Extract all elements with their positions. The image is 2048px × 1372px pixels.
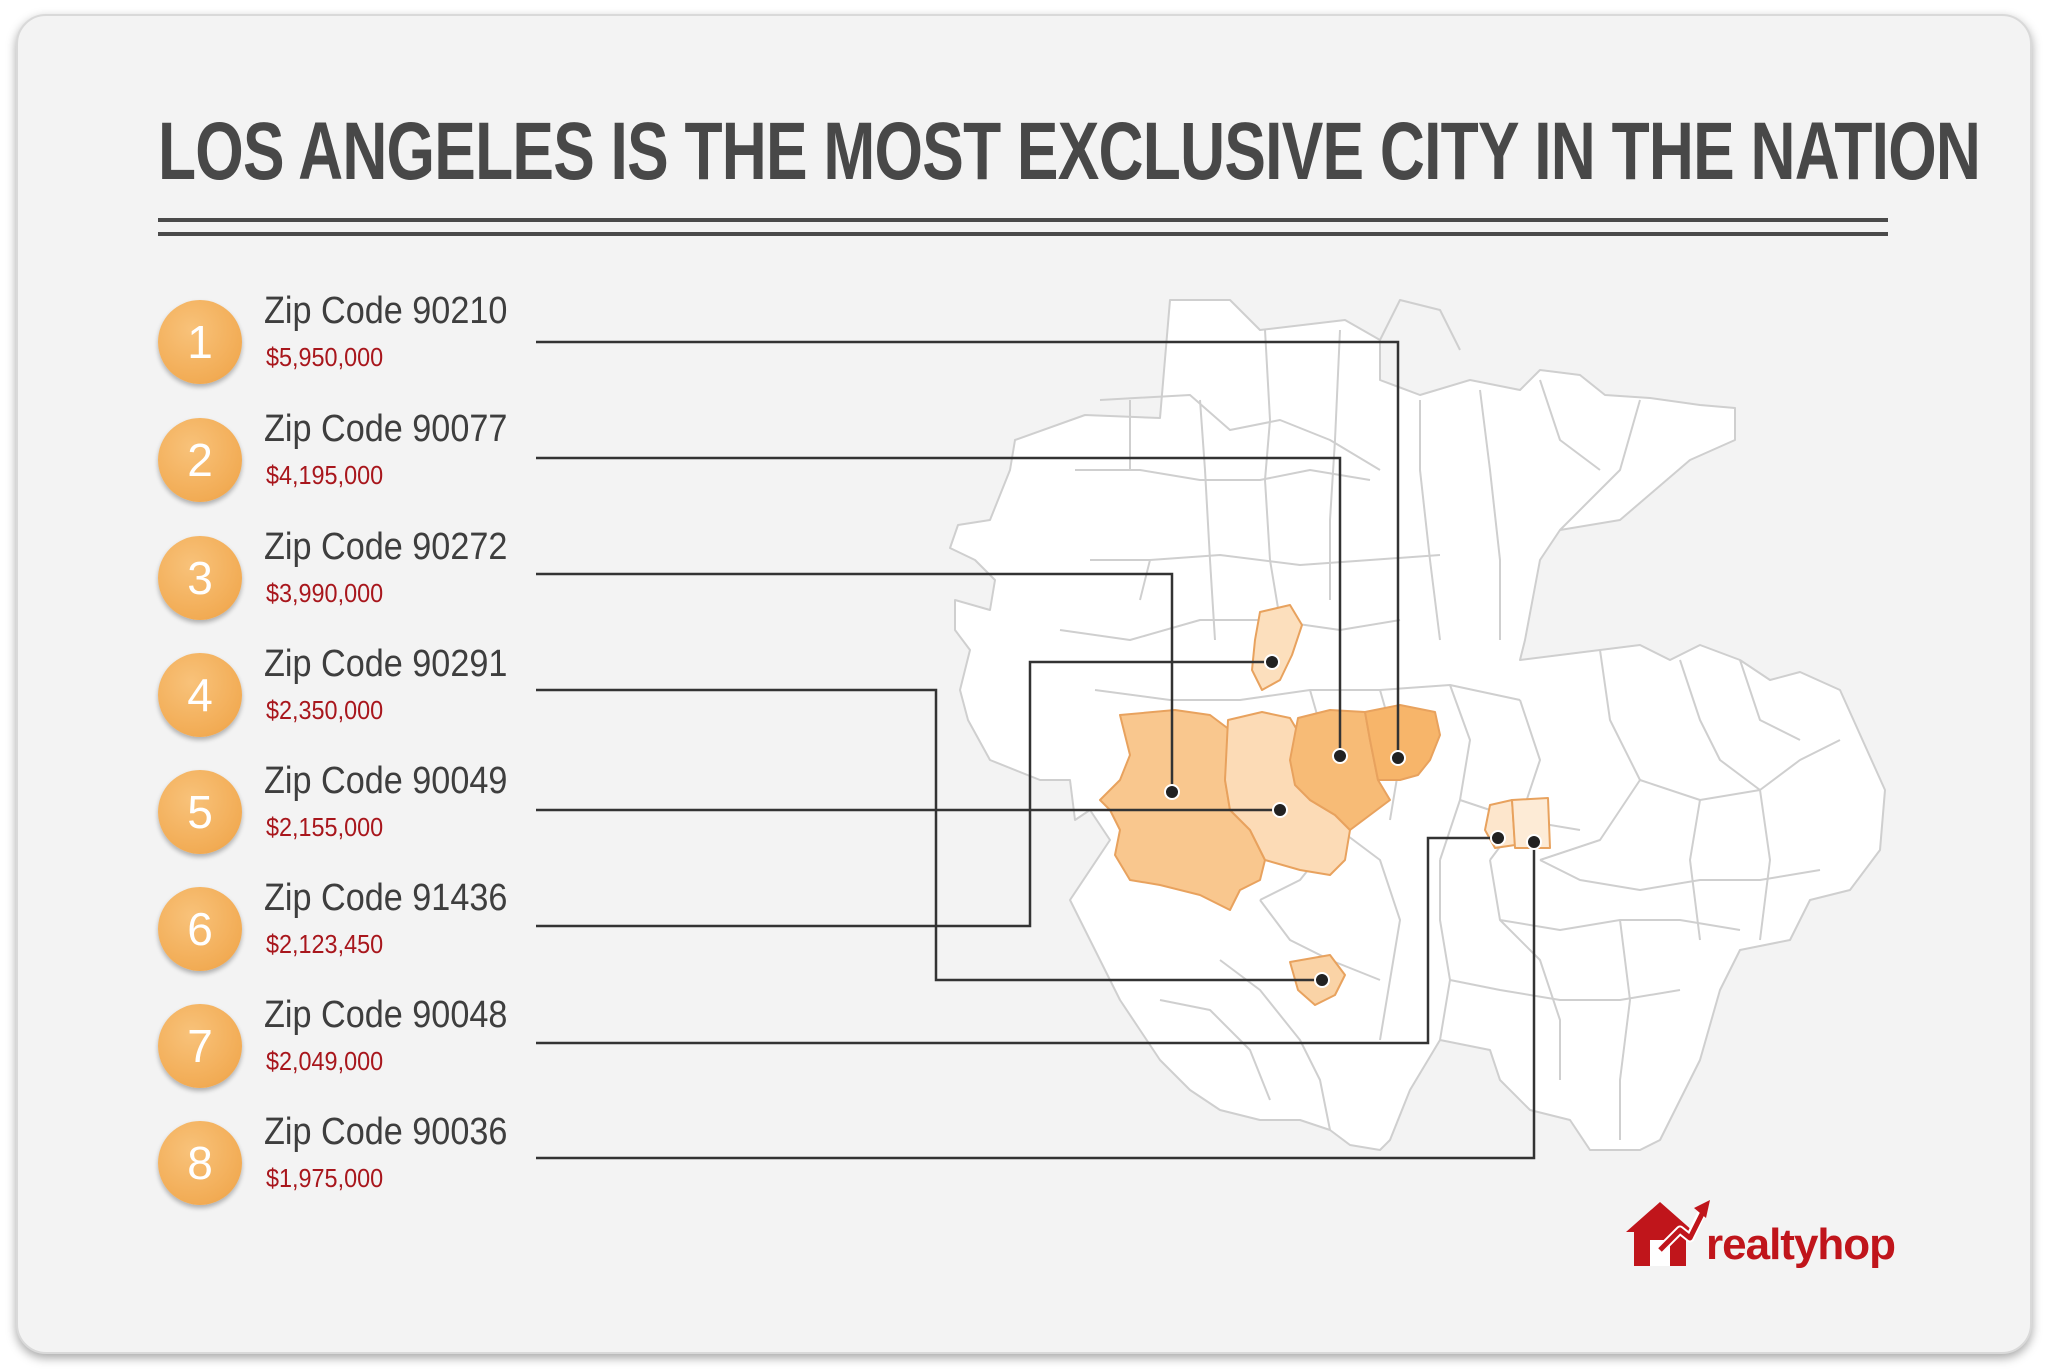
marker-90210 [1390, 750, 1406, 766]
marker-90049 [1272, 802, 1288, 818]
leader-line-90048 [536, 836, 1498, 1045]
median-price: $3,990,000 [266, 578, 384, 608]
leader-line-90272 [536, 572, 1174, 792]
title-divider-bottom [158, 232, 1888, 236]
leader-lines [536, 340, 1536, 1160]
median-price: $2,049,000 [266, 1046, 384, 1076]
ranking-item-1: 1 Zip Code 90210 $5,950,000 [158, 290, 558, 400]
leader-line-90077 [536, 456, 1342, 756]
rank-badge: 1 [158, 300, 242, 384]
title-divider-top [158, 218, 1888, 222]
zip-region-91436 [1251, 604, 1303, 691]
zip-code-label: Zip Code 90049 [264, 760, 508, 802]
marker-90077 [1332, 748, 1348, 764]
house-arrow-icon [1626, 1200, 1710, 1266]
zip-code-label: Zip Code 90036 [264, 1111, 508, 1153]
rank-badge: 3 [158, 536, 242, 620]
marker-91436 [1264, 654, 1280, 670]
zip-code-label: Zip Code 90048 [264, 994, 508, 1036]
zip-code-label: Zip Code 90210 [264, 290, 508, 332]
zip-region-90049 [1224, 711, 1351, 876]
zip-region-90210 [1364, 704, 1441, 781]
logo-wordmark: realtyhop [1706, 1220, 1896, 1269]
zip-code-label: Zip Code 90272 [264, 526, 508, 568]
marker-90291 [1314, 972, 1330, 988]
realtyhop-logo: realtyhop [1620, 1192, 1896, 1272]
median-price: $2,350,000 [266, 695, 384, 725]
zip-markers [1164, 654, 1542, 988]
median-price: $1,975,000 [266, 1163, 384, 1193]
leader-line-90036 [536, 842, 1536, 1160]
median-price: $5,950,000 [266, 342, 384, 372]
median-price: $4,195,000 [266, 460, 384, 490]
zip-code-label: Zip Code 90077 [264, 408, 508, 450]
rank-badge: 5 [158, 770, 242, 854]
ranking-item-3: 3 Zip Code 90272 $3,990,000 [158, 526, 558, 636]
rank-badge: 7 [158, 1004, 242, 1088]
ranking-item-8: 8 Zip Code 90036 $1,975,000 [158, 1111, 558, 1221]
marker-90048 [1490, 830, 1506, 846]
ranking-item-6: 6 Zip Code 91436 $2,123,450 [158, 877, 558, 987]
rank-badge: 6 [158, 887, 242, 971]
ranking-item-4: 4 Zip Code 90291 $2,350,000 [158, 643, 558, 753]
leader-line-90291 [536, 688, 1322, 982]
leader-line-91436 [536, 660, 1272, 928]
marker-90272 [1164, 784, 1180, 800]
median-price: $2,123,450 [266, 929, 384, 959]
median-price: $2,155,000 [266, 812, 384, 842]
rank-badge: 2 [158, 418, 242, 502]
rank-badge: 4 [158, 653, 242, 737]
ranking-item-2: 2 Zip Code 90077 $4,195,000 [158, 408, 558, 518]
leader-line-90210 [536, 340, 1400, 758]
zip-region-90036 [1511, 797, 1551, 849]
zip-code-label: Zip Code 91436 [264, 877, 508, 919]
ranking-item-7: 7 Zip Code 90048 $2,049,000 [158, 994, 558, 1104]
zip-code-label: Zip Code 90291 [264, 643, 508, 685]
marker-90036 [1526, 834, 1542, 850]
rank-badge: 8 [158, 1121, 242, 1205]
ranking-item-5: 5 Zip Code 90049 $2,155,000 [158, 760, 558, 870]
